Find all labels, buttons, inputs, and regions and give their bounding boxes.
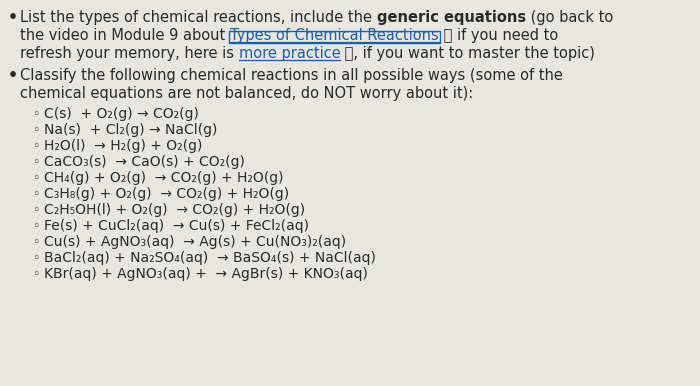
Text: Classify the following chemical reactions in all possible ways (some of the: Classify the following chemical reaction… (20, 68, 563, 83)
Text: ◦: ◦ (32, 124, 39, 137)
Text: refresh your memory, here is: refresh your memory, here is (20, 46, 239, 61)
Text: ◦: ◦ (32, 204, 39, 217)
Text: ◦: ◦ (32, 156, 39, 169)
Text: C(s)  + O₂(g) → CO₂(g): C(s) + O₂(g) → CO₂(g) (44, 107, 199, 121)
Text: Types of Chemical Reactions: Types of Chemical Reactions (230, 28, 439, 43)
Text: ◦: ◦ (32, 140, 39, 153)
Text: chemical equations are not balanced, do NOT worry about it):: chemical equations are not balanced, do … (20, 86, 473, 101)
Text: KBr(aq) + AgNO₃(aq) +  → AgBr(s) + KNO₃(aq): KBr(aq) + AgNO₃(aq) + → AgBr(s) + KNO₃(a… (44, 267, 368, 281)
Text: Fe(s) + CuCl₂(aq)  → Cu(s) + FeCl₂(aq): Fe(s) + CuCl₂(aq) → Cu(s) + FeCl₂(aq) (44, 219, 309, 233)
Text: C₂H₅OH(l) + O₂(g)  → CO₂(g) + H₂O(g): C₂H₅OH(l) + O₂(g) → CO₂(g) + H₂O(g) (44, 203, 305, 217)
Text: ◦: ◦ (32, 188, 39, 201)
Text: ◦: ◦ (32, 172, 39, 185)
Text: ◦: ◦ (32, 236, 39, 249)
Text: ◦: ◦ (32, 252, 39, 265)
Text: H₂O(l)  → H₂(g) + O₂(g): H₂O(l) → H₂(g) + O₂(g) (44, 139, 202, 153)
Text: generic equations: generic equations (377, 10, 526, 25)
Text: C₃H₈(g) + O₂(g)  → CO₂(g) + H₂O(g): C₃H₈(g) + O₂(g) → CO₂(g) + H₂O(g) (44, 187, 289, 201)
Text: Cu(s) + AgNO₃(aq)  → Ag(s) + Cu(NO₃)₂(aq): Cu(s) + AgNO₃(aq) → Ag(s) + Cu(NO₃)₂(aq) (44, 235, 346, 249)
Text: Na(s)  + Cl₂(g) → NaCl(g): Na(s) + Cl₂(g) → NaCl(g) (44, 123, 218, 137)
Text: ◦: ◦ (32, 108, 39, 121)
Bar (229, 31, 440, 42)
Text: CH₄(g) + O₂(g)  → CO₂(g) + H₂O(g): CH₄(g) + O₂(g) → CO₂(g) + H₂O(g) (44, 171, 284, 185)
Text: List the types of chemical reactions, include the: List the types of chemical reactions, in… (20, 10, 377, 25)
Text: more practice: more practice (239, 46, 340, 61)
Text: ⧉ if you need to: ⧉ if you need to (439, 28, 558, 43)
Text: •: • (8, 10, 18, 25)
Text: •: • (8, 68, 18, 83)
Text: (go back to: (go back to (526, 10, 613, 25)
Text: BaCl₂(aq) + Na₂SO₄(aq)  → BaSO₄(s) + NaCl(aq): BaCl₂(aq) + Na₂SO₄(aq) → BaSO₄(s) + NaCl… (44, 251, 376, 265)
Text: ◦: ◦ (32, 268, 39, 281)
Text: ◦: ◦ (32, 220, 39, 233)
Text: CaCO₃(s)  → CaO(s) + CO₂(g): CaCO₃(s) → CaO(s) + CO₂(g) (44, 155, 245, 169)
Text: the video in Module 9 about: the video in Module 9 about (20, 28, 230, 43)
Text: ⧉, if you want to master the topic): ⧉, if you want to master the topic) (340, 46, 595, 61)
